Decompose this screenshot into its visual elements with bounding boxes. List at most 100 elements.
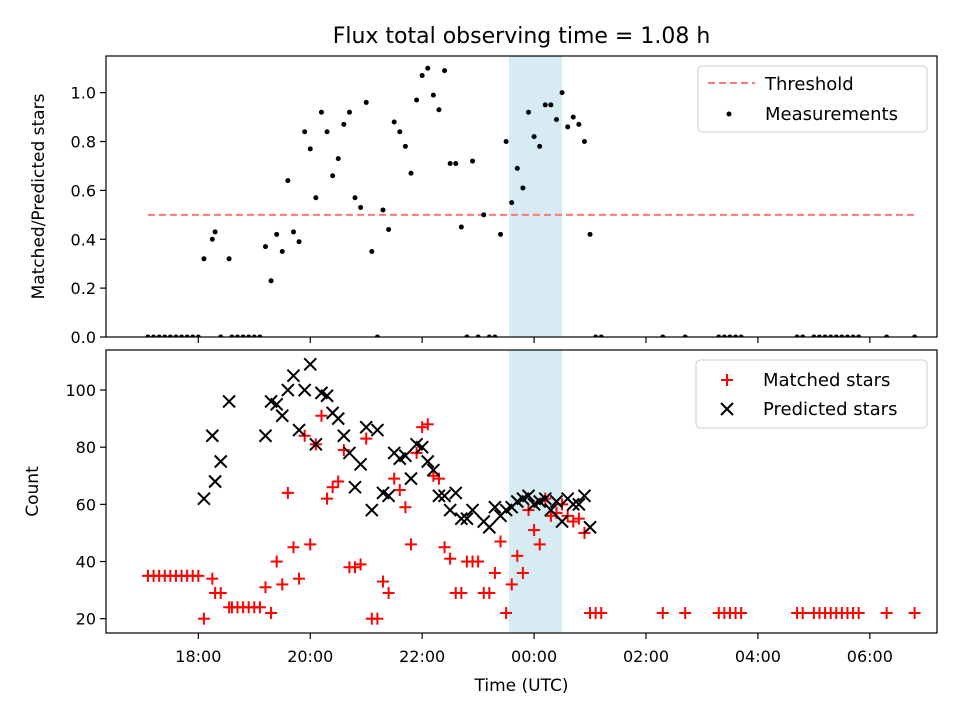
measurement-point bbox=[850, 334, 856, 337]
measurement-point bbox=[464, 334, 470, 337]
matched-star-point bbox=[416, 421, 429, 434]
measurement-point bbox=[162, 334, 168, 337]
top-legend-box bbox=[697, 65, 928, 133]
matched-star-point bbox=[427, 469, 440, 482]
measurement-point bbox=[318, 109, 324, 115]
legend-matched-swatch bbox=[721, 374, 733, 386]
bottom-y-tick-label: 20 bbox=[76, 610, 96, 629]
matched-star-point bbox=[371, 612, 384, 625]
bottom-y-tick-label: 60 bbox=[76, 495, 96, 514]
measurement-point bbox=[822, 334, 828, 337]
matched-star-point bbox=[516, 566, 529, 579]
measurement-point bbox=[542, 102, 548, 108]
legend-measurements-swatch bbox=[726, 111, 732, 117]
predicted-star-point bbox=[460, 511, 474, 526]
measurement-point bbox=[330, 173, 336, 179]
matched-star-point bbox=[852, 606, 865, 619]
predicted-star-point bbox=[421, 454, 435, 469]
matched-star-point bbox=[259, 581, 272, 594]
measurement-point bbox=[682, 334, 688, 337]
measurement-point bbox=[430, 92, 436, 98]
measurement-point bbox=[179, 334, 185, 337]
predicted-star-point bbox=[398, 449, 413, 463]
measurement-point bbox=[492, 334, 498, 337]
top-highlight-span bbox=[508, 56, 563, 337]
matched-star-point bbox=[315, 409, 328, 422]
predicted-star-point bbox=[292, 423, 306, 437]
measurement-point bbox=[447, 161, 453, 167]
measurement-point bbox=[559, 90, 565, 96]
matched-star-point bbox=[656, 606, 669, 619]
bottom-axes-frame bbox=[105, 349, 938, 634]
bottom-x-tick-label: 00:00 bbox=[511, 647, 557, 666]
predicted-star-point bbox=[488, 500, 502, 514]
bottom-x-tick-label: 04:00 bbox=[735, 647, 781, 666]
measurement-point bbox=[341, 121, 347, 127]
predicted-star-point bbox=[404, 471, 418, 486]
matched-star-point bbox=[494, 535, 507, 548]
measurement-point bbox=[246, 334, 252, 337]
legend-matched-label: Matched stars bbox=[763, 370, 890, 391]
measurement-point bbox=[414, 97, 420, 103]
measurement-point bbox=[386, 226, 392, 232]
measurement-point bbox=[660, 334, 666, 337]
measurement-point bbox=[195, 334, 201, 337]
matched-star-point bbox=[206, 572, 219, 585]
measurement-point bbox=[520, 185, 526, 191]
matched-star-point bbox=[377, 575, 389, 588]
matched-star-point bbox=[511, 549, 524, 562]
bottom-x-tick-label: 02:00 bbox=[623, 647, 669, 666]
measurement-point bbox=[268, 278, 274, 284]
predicted-star-point bbox=[205, 429, 220, 443]
predicted-star-point bbox=[577, 489, 592, 503]
predicted-star-point bbox=[258, 429, 273, 443]
predicted-star-point bbox=[370, 423, 385, 437]
measurement-point bbox=[218, 334, 224, 337]
measurement-point bbox=[279, 248, 285, 254]
bottom-x-tick-label: 22:00 bbox=[399, 647, 445, 666]
matched-star-point bbox=[281, 486, 294, 499]
matched-star-point bbox=[265, 606, 278, 619]
legend-measurements-label: Measurements bbox=[765, 104, 898, 125]
measurement-point bbox=[436, 107, 442, 113]
predicted-star-point bbox=[583, 520, 597, 534]
bottom-x-tick-label: 18:00 bbox=[175, 647, 221, 666]
matched-star-point bbox=[382, 586, 395, 599]
matched-star-point bbox=[455, 586, 468, 599]
bottom-x-axis: 18:00 20:00 22:00 00:00 02:00 04:00 06:00 bbox=[175, 633, 893, 666]
matched-star-point bbox=[388, 472, 401, 485]
matched-star-point bbox=[192, 569, 205, 582]
measurement-point bbox=[346, 109, 352, 115]
matched-star-point bbox=[270, 555, 283, 568]
measurement-point bbox=[285, 178, 291, 184]
predicted-star-point bbox=[275, 409, 289, 423]
measurement-point bbox=[839, 334, 845, 337]
measurement-point bbox=[226, 256, 232, 262]
measurement-point bbox=[145, 334, 151, 337]
matched-star-point bbox=[332, 475, 345, 488]
predicted-star-point bbox=[432, 489, 446, 503]
bottom-y-tick-label: 100 bbox=[65, 381, 96, 400]
top-plot-area bbox=[145, 65, 918, 337]
chart-title: Flux total observing time = 1.08 h bbox=[333, 24, 711, 49]
matched-star-point bbox=[488, 566, 501, 579]
predicted-star-point bbox=[544, 503, 558, 517]
measurement-point bbox=[313, 195, 319, 201]
bottom-x-tick-label: 20:00 bbox=[287, 647, 333, 666]
top-legend: Threshold Measurements bbox=[697, 65, 928, 133]
matched-star-point bbox=[679, 606, 692, 619]
predicted-star-point bbox=[449, 486, 463, 500]
measurement-point bbox=[844, 334, 850, 337]
measurement-point bbox=[481, 212, 487, 218]
matched-star-point bbox=[276, 578, 289, 591]
measurement-point bbox=[262, 244, 268, 250]
matched-star-point bbox=[399, 501, 412, 514]
top-y-axis: 0.0 0.2 0.4 0.6 0.8 1.0 bbox=[71, 84, 106, 347]
legend-threshold-label: Threshold bbox=[764, 74, 854, 95]
measurement-point bbox=[324, 129, 330, 135]
top-y-tick-label: 0.0 bbox=[71, 328, 96, 347]
top-y-tick-label: 0.6 bbox=[71, 181, 96, 200]
measurement-point bbox=[509, 200, 515, 206]
measurement-point bbox=[397, 129, 403, 135]
